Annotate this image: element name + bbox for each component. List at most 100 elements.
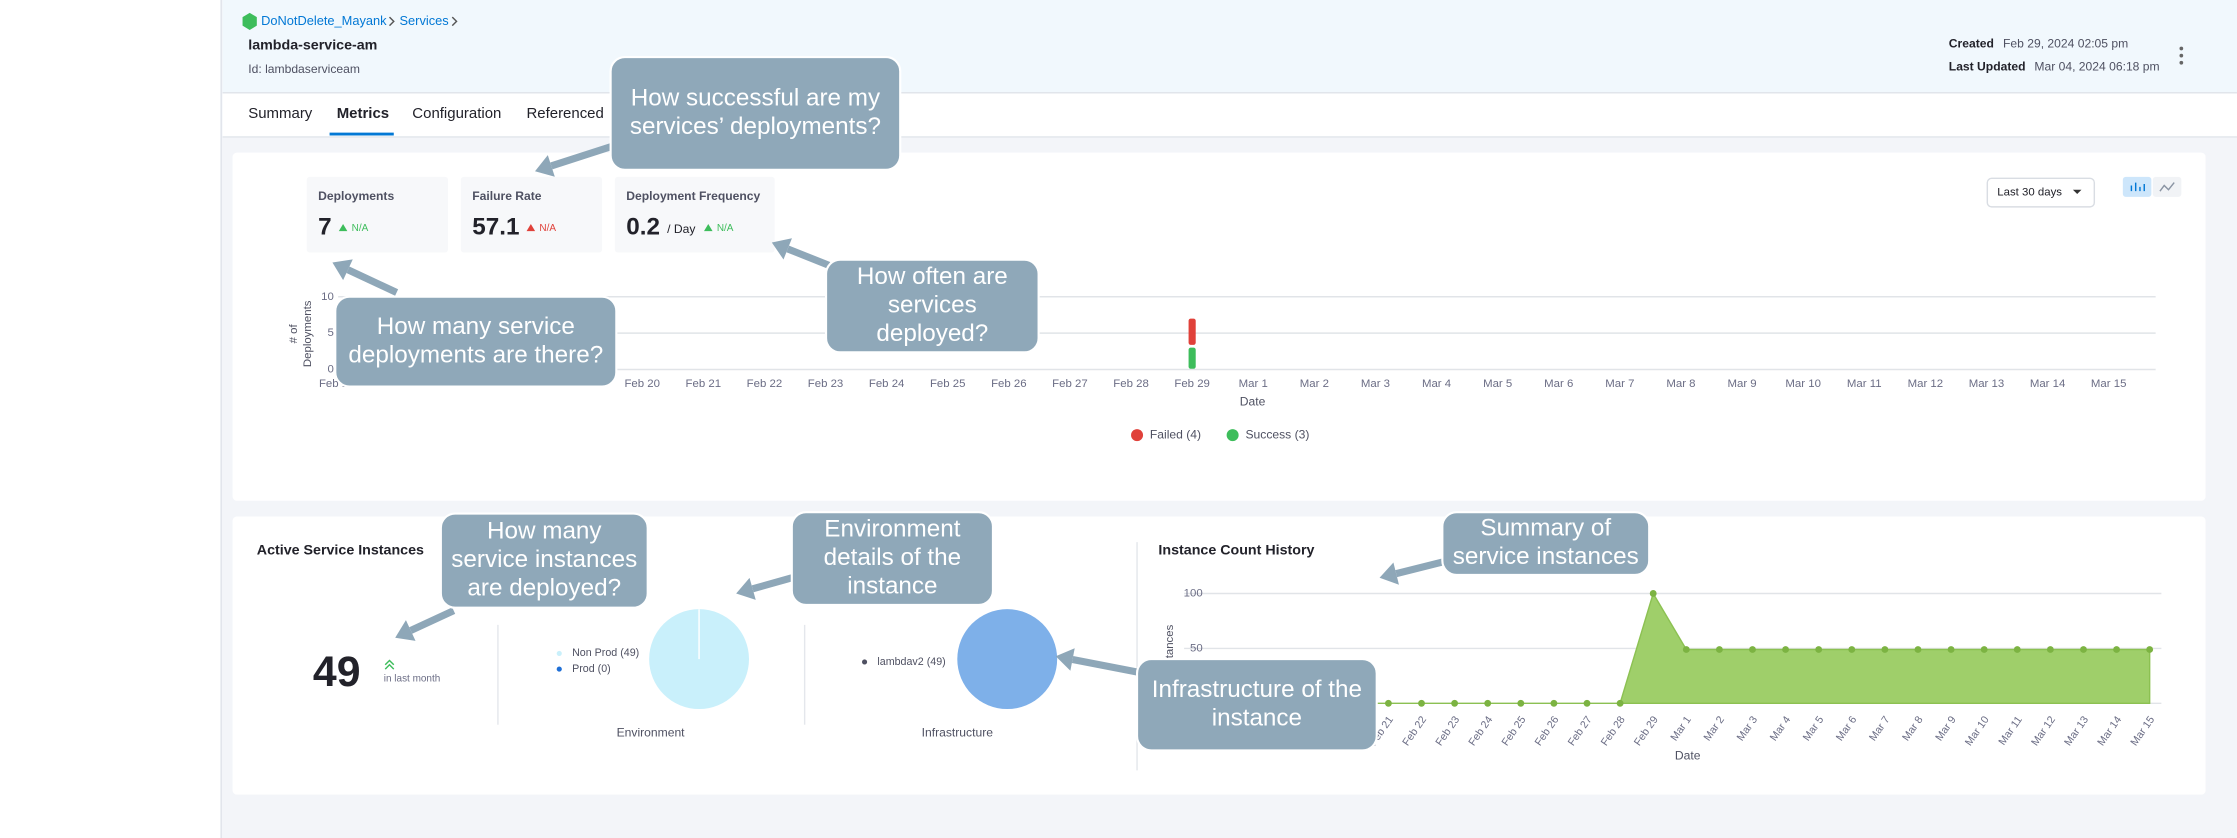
point	[1583, 699, 1591, 707]
time-filter-box[interactable]	[1986, 177, 2096, 208]
point	[2013, 646, 2021, 653]
pie-slice	[957, 609, 1058, 710]
y-tick-label: 100	[1184, 587, 1203, 599]
callout-box	[1441, 511, 1651, 577]
callout-arrow	[1071, 655, 1138, 676]
updated-value: Mar 04, 2024 06:18 pm	[2034, 59, 2159, 73]
count-note: in last month	[384, 674, 441, 685]
callout-text: instance	[847, 572, 937, 599]
section-title: Instance Count History	[1158, 542, 1314, 558]
point	[1616, 699, 1624, 707]
x-tick-label: Mar 13	[1969, 378, 2005, 390]
callout-arrowhead	[395, 620, 416, 641]
stat-box	[460, 176, 603, 253]
x-tick-label: Mar 11	[1847, 378, 1882, 390]
point	[1550, 699, 1558, 707]
callout-arrowhead	[332, 259, 353, 281]
legend-label: Failed (4)	[1150, 427, 1201, 441]
kebab-menu[interactable]	[2179, 46, 2184, 65]
x-tick-label: Mar 1	[1239, 378, 1268, 390]
callout-text: How many service	[377, 313, 575, 340]
x-tick-label: Feb 20	[624, 378, 660, 390]
x-tick-label: Mar 15	[2091, 378, 2127, 390]
callout-arrow	[1395, 558, 1444, 578]
callout-box	[334, 295, 618, 388]
x-tick-label: Mar 3	[1361, 378, 1390, 390]
point	[1418, 699, 1425, 707]
point	[1914, 646, 1922, 653]
callout-box	[824, 258, 1040, 354]
breadcrumb-link[interactable]: Services	[399, 13, 448, 28]
x-tick-label: Mar 14	[2030, 378, 2066, 390]
callout-arrow	[751, 574, 793, 593]
line-toggle[interactable]	[2152, 176, 2182, 197]
point	[2080, 646, 2087, 653]
created-label: Created	[1949, 36, 1994, 50]
section-title: Active Service Instances	[257, 542, 424, 558]
trend-icon	[384, 659, 395, 670]
trend-arrow	[338, 223, 348, 232]
callout-text: Summary of	[1480, 515, 1611, 542]
y-axis-label: Deployments	[302, 300, 314, 367]
stat-box	[306, 176, 448, 253]
service-title: lambda-service-am	[248, 37, 377, 53]
stat-value: 0.2	[626, 214, 660, 241]
tab[interactable]: Referenced	[526, 105, 603, 122]
point	[1980, 646, 1988, 653]
callout-text: services	[888, 291, 977, 318]
stat-value: 7	[318, 214, 332, 241]
tab-bar	[222, 92, 2237, 137]
callout-text: How often are	[857, 263, 1008, 290]
x-tick-label: Feb 29	[1174, 378, 1210, 390]
sidebar	[0, 0, 222, 838]
x-axis-label: Date	[1675, 748, 1701, 762]
point	[1848, 646, 1856, 653]
point	[1682, 646, 1690, 653]
x-tick-label: Feb 27	[1052, 378, 1088, 390]
stat-label: Deployments	[318, 189, 394, 203]
time-filter[interactable]: Last 30 days	[1997, 187, 2062, 199]
point	[1451, 699, 1459, 707]
x-tick-label: Mar 12	[1908, 378, 1944, 390]
tab[interactable]: Metrics	[337, 105, 389, 122]
tab[interactable]: Summary	[248, 105, 313, 122]
breadcrumb-link[interactable]: DoNotDelete_Mayank	[261, 13, 387, 28]
point	[1384, 699, 1392, 707]
updated-label: Last Updated	[1949, 59, 2026, 73]
point	[2046, 646, 2054, 653]
stat-unit: / Day	[667, 222, 696, 236]
stat-change: N/A	[539, 223, 556, 234]
breadcrumb-chevrons	[388, 16, 458, 27]
callout-text: service instances	[451, 546, 637, 573]
point	[2113, 646, 2120, 653]
callout-text: are deployed?	[467, 575, 621, 602]
bar	[1188, 347, 1196, 369]
callout-text: service instances	[1453, 543, 1639, 570]
x-tick-label: Feb 22	[747, 378, 783, 390]
callout-text: Environment	[824, 515, 960, 542]
point	[1517, 699, 1525, 707]
stat-change: N/A	[352, 223, 369, 234]
bar-toggle-icon	[2130, 182, 2145, 192]
header-bg	[222, 0, 2237, 93]
stat-label: Failure Rate	[472, 189, 542, 203]
stat-value: 57.1	[472, 214, 519, 241]
legend-label: Prod (0)	[572, 663, 611, 675]
y-axis-label: # of	[288, 323, 300, 343]
x-axis-label: Date	[1240, 395, 1266, 409]
y-tick-label: 5	[328, 327, 334, 339]
callout-text: Infrastructure of the	[1152, 676, 1362, 703]
instance-count: 49	[313, 648, 361, 696]
legend-dot	[861, 659, 868, 665]
legend-swatch	[1226, 429, 1239, 442]
x-tick-label: Feb 24	[869, 378, 905, 390]
point	[1815, 646, 1823, 653]
dropdown-caret	[2072, 189, 2082, 195]
x-tick-label: Mar 8	[1666, 378, 1695, 390]
callout-text: deployed?	[876, 320, 988, 347]
bar-toggle[interactable]	[2122, 176, 2152, 197]
callout-text: details of the	[824, 544, 962, 571]
tab[interactable]: Configuration	[412, 105, 501, 122]
instances-card	[232, 516, 2206, 795]
